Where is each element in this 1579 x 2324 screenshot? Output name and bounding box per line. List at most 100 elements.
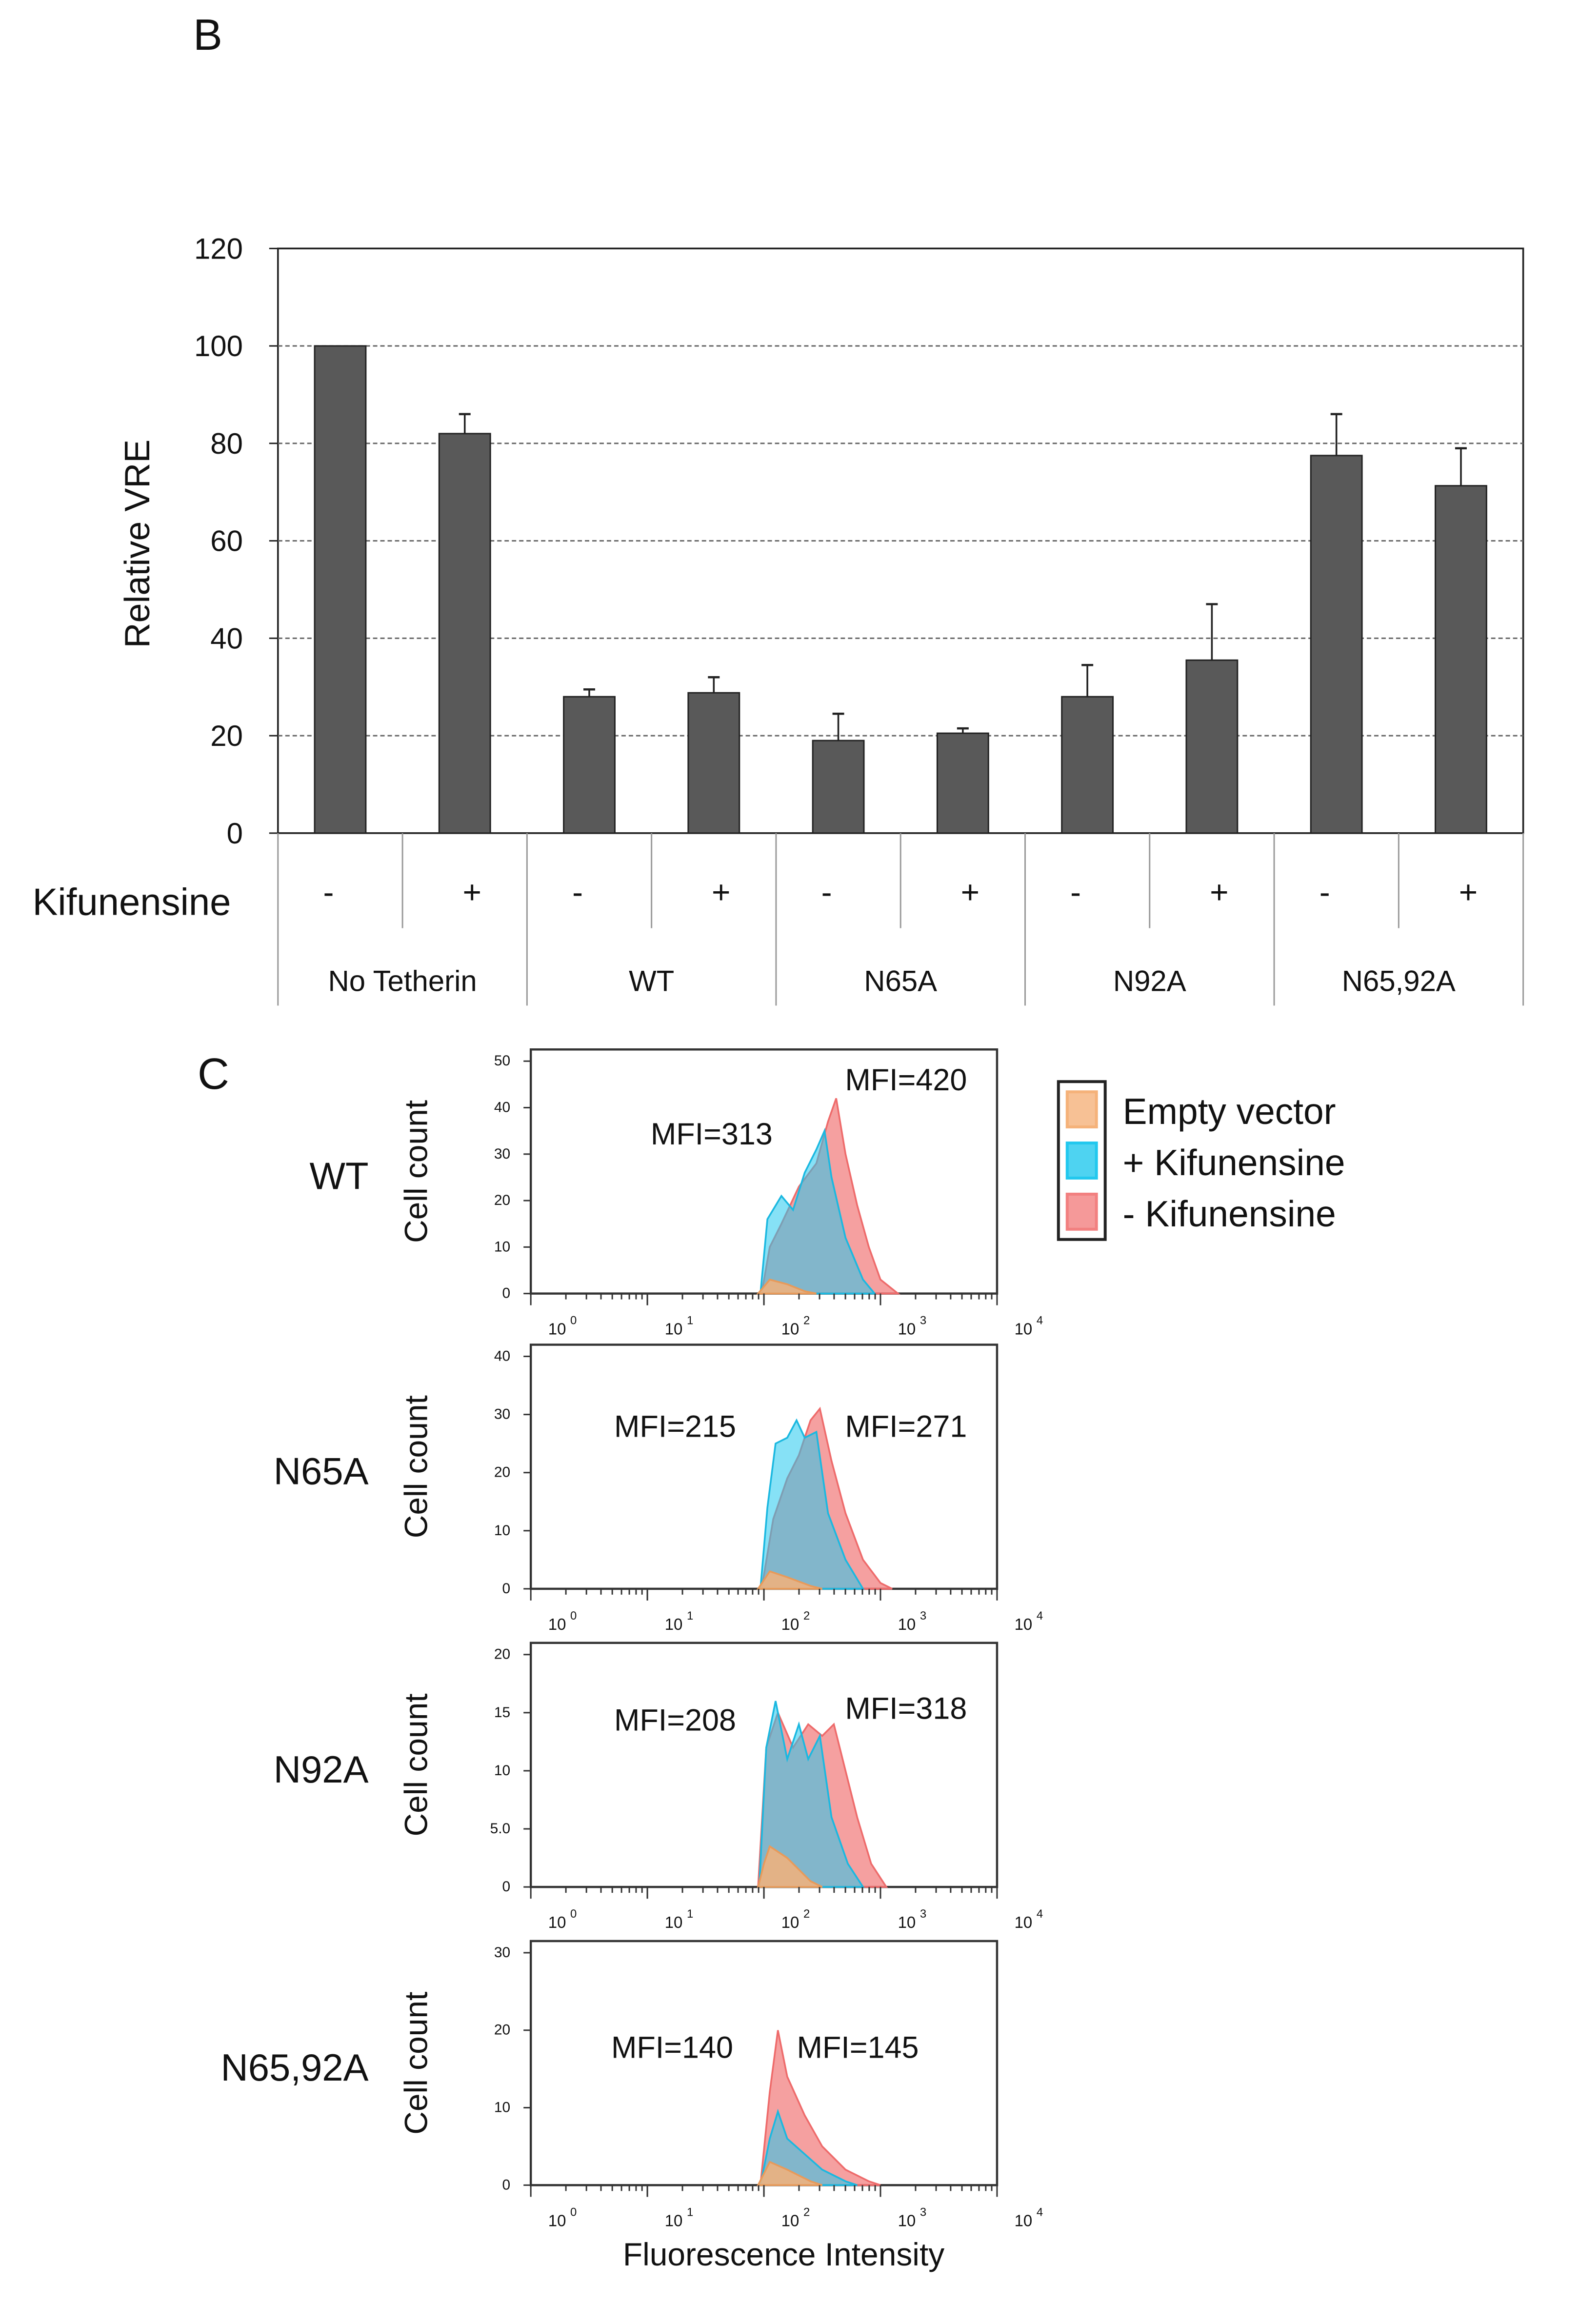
x-tick-exponent: 1 <box>687 1609 693 1623</box>
y-tick-label: 50 <box>494 1053 510 1069</box>
panel-name: N65,92A <box>220 2046 368 2089</box>
bar <box>1435 485 1487 834</box>
group-label: N65A <box>864 964 937 997</box>
histogram-plus-kifunensine <box>758 1701 865 1888</box>
y-tick-label: 40 <box>210 622 243 655</box>
x-tick-exponent: 4 <box>1037 2205 1043 2219</box>
kifunensine-sign: + <box>961 874 980 910</box>
x-tick-label: 10 <box>665 2211 683 2229</box>
legend: Empty vector + Kifunensine - Kifunensine <box>1057 1080 1345 1241</box>
y-tick-label: 20 <box>494 2022 510 2038</box>
x-tick-label: 10 <box>548 2211 566 2229</box>
histogram-panel-n92a: 0 5.0 10 15 20 10 0 10 1 10 2 10 3 10 4 Cell count N92A M… <box>274 1642 1043 1931</box>
histogram-panel-wt: 0 10 20 30 40 50 10 0 10 1 10 2 10 3 10 4 Cell count WT MF… <box>309 1048 1043 1338</box>
mfi-plus-label: MFI=140 <box>611 2031 733 2065</box>
group-label: No Tetherin <box>328 964 477 997</box>
y-tick-label: 60 <box>210 525 243 558</box>
kifunensine-sign: - <box>1319 874 1330 910</box>
x-tick-exponent: 0 <box>570 1609 577 1623</box>
x-tick-label: 10 <box>781 1615 799 1633</box>
y-tick-label: 20 <box>494 1192 510 1208</box>
histogram-empty-kifunensine <box>757 1844 823 1888</box>
bar <box>812 740 865 834</box>
kifunensine-sign: - <box>821 874 832 910</box>
panel-name: N92A <box>274 1748 369 1791</box>
bar-chart: 0 20 40 60 80 100 120 Relative VRE - + - + - + - + - + Kif… <box>32 232 1524 1006</box>
panel-name: WT <box>309 1154 368 1197</box>
mfi-minus-label: MFI=420 <box>845 1063 967 1097</box>
mfi-plus-label: MFI=215 <box>614 1409 736 1443</box>
histogram-plus-kifunensine <box>759 2108 858 2186</box>
y-tick-label: 30 <box>494 1146 510 1162</box>
x-tick-label: 10 <box>548 1320 566 1338</box>
panel-label-b: B <box>193 11 222 60</box>
legend-entry: - Kifunensine <box>1123 1193 1336 1234</box>
histogram-empty-kifunensine <box>756 1570 822 1590</box>
kifunensine-sign: - <box>1070 874 1081 910</box>
legend-swatch <box>1065 1142 1098 1180</box>
y-tick-label: 0 <box>502 2177 511 2193</box>
y-tick-label: 5.0 <box>490 1821 511 1837</box>
x-tick-label: 10 <box>665 1913 683 1931</box>
y-tick-label: 30 <box>494 1406 510 1422</box>
x-tick-exponent: 2 <box>803 1907 810 1921</box>
x-tick-exponent: 1 <box>687 1907 693 1921</box>
histogram-plus-kifunensine <box>759 1127 877 1295</box>
x-tick-exponent: 0 <box>570 1314 577 1327</box>
y-tick-label: 0 <box>502 1581 511 1597</box>
y-tick-label: 15 <box>494 1704 510 1721</box>
kifunensine-row-label: Kifunensine <box>32 881 231 923</box>
mfi-minus-label: MFI=145 <box>797 2031 919 2065</box>
y-tick-label: 10 <box>494 1523 510 1539</box>
panel-name: N65A <box>274 1450 369 1493</box>
x-tick-exponent: 2 <box>803 1314 810 1327</box>
y-tick-label: 100 <box>194 330 243 362</box>
y-tick-label: 80 <box>210 427 243 460</box>
x-tick-label: 10 <box>548 1913 566 1931</box>
x-tick-exponent: 1 <box>687 1314 693 1327</box>
x-tick-exponent: 3 <box>920 1609 926 1623</box>
x-tick-exponent: 4 <box>1037 1314 1043 1327</box>
y-axis-label: Cell count <box>398 1992 434 2135</box>
bar <box>438 433 491 834</box>
x-tick-label: 10 <box>665 1320 683 1338</box>
histogram-panel-n65a: 0 10 20 30 40 10 0 10 1 10 2 10 3 10 4 Cell count N65A MF… <box>274 1343 1043 1633</box>
mfi-minus-label: MFI=318 <box>845 1692 967 1726</box>
bar <box>314 345 367 834</box>
kifunensine-sign: - <box>572 874 583 910</box>
y-tick-label: 0 <box>502 1285 511 1302</box>
x-tick-exponent: 1 <box>687 2205 693 2219</box>
y-axis-label: Relative VRE <box>118 440 157 648</box>
kifunensine-sign: + <box>1459 874 1478 910</box>
y-tick-label: 20 <box>494 1646 510 1663</box>
x-tick-exponent: 3 <box>920 2205 926 2219</box>
x-tick-label: 10 <box>665 1615 683 1633</box>
x-tick-label: 10 <box>898 1320 916 1338</box>
x-tick-exponent: 0 <box>570 1907 577 1921</box>
x-tick-exponent: 4 <box>1037 1907 1043 1921</box>
y-tick-label: 10 <box>494 2100 510 2116</box>
kifunensine-sign: + <box>462 874 481 910</box>
mfi-minus-label: MFI=271 <box>845 1409 967 1443</box>
panel-label-c: C <box>198 1050 229 1099</box>
y-tick-label: 10 <box>494 1763 510 1779</box>
x-axis-label: Fluorescence Intensity <box>623 2236 944 2272</box>
x-tick-label: 10 <box>1015 1615 1033 1633</box>
histogram-plus-kifunensine <box>759 1418 865 1590</box>
y-axis-label: Cell count <box>398 1100 434 1243</box>
x-tick-label: 10 <box>781 2211 799 2229</box>
y-axis-label: Cell count <box>398 1693 434 1836</box>
kifunensine-sign: + <box>712 874 731 910</box>
x-tick-label: 10 <box>1015 2211 1033 2229</box>
y-axis-label: Cell count <box>398 1395 434 1538</box>
y-tick-label: 0 <box>502 1879 511 1895</box>
mfi-plus-label: MFI=313 <box>651 1117 773 1151</box>
y-tick-label: 10 <box>494 1239 510 1255</box>
legend-entry: + Kifunensine <box>1123 1142 1345 1183</box>
bar <box>936 732 989 834</box>
histogram-empty-kifunensine <box>756 1279 817 1295</box>
bar <box>687 692 740 834</box>
x-tick-exponent: 2 <box>803 1609 810 1623</box>
